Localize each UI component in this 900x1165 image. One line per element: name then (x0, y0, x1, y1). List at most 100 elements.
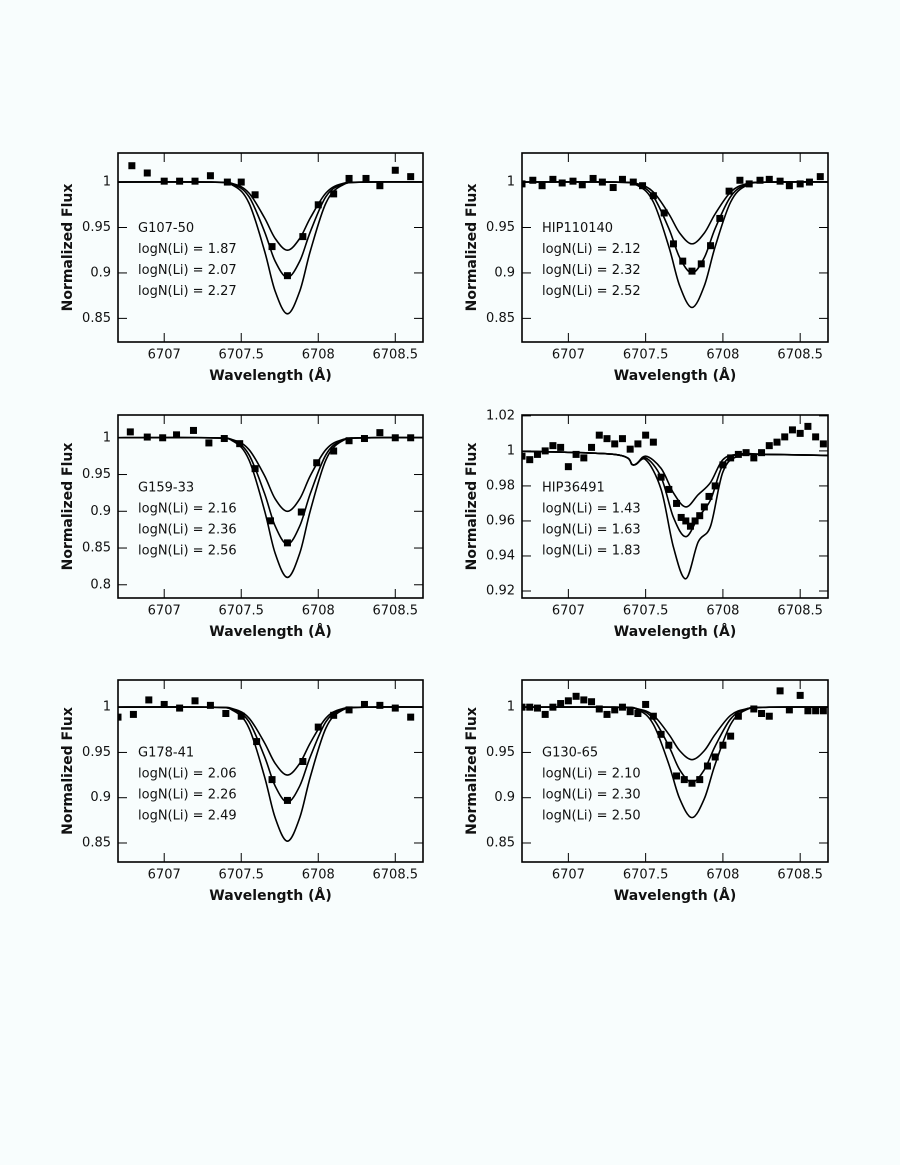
plot-area (522, 422, 828, 580)
data-point (376, 701, 384, 709)
frame (521, 679, 829, 863)
data-point (634, 710, 642, 718)
y-tick-label: 1 (103, 175, 111, 190)
data-point (589, 174, 597, 182)
data-point (680, 776, 688, 784)
frame (117, 679, 424, 863)
x-tick-label: 6707.5 (218, 348, 264, 363)
model-line (118, 436, 423, 513)
model-label: logN(Li) = 2.07 (138, 263, 237, 278)
data-point (529, 176, 537, 184)
data-point (696, 512, 704, 520)
data-point (727, 454, 735, 462)
data-point (330, 447, 338, 455)
data-point (707, 242, 715, 250)
x-tick-label: 6707.5 (623, 348, 669, 363)
plot-area (118, 696, 423, 842)
plot-area (522, 687, 828, 819)
data-point (742, 449, 750, 457)
data-point (642, 431, 650, 439)
data-point (345, 174, 353, 182)
data-point (745, 180, 753, 188)
data-point (533, 450, 541, 458)
data-point (533, 704, 541, 712)
y-tick-label: 0.85 (486, 311, 515, 326)
data-point (118, 713, 122, 721)
y-tick-label: 0.8 (90, 577, 111, 592)
data-point (572, 450, 580, 458)
y-axis-label: Normalized Flux (464, 707, 480, 835)
x-tick-label: 6708 (706, 868, 739, 883)
data-point (129, 710, 137, 718)
data-point (126, 428, 134, 436)
model-label: logN(Li) = 1.87 (138, 242, 237, 257)
x-tick-label: 6707 (552, 348, 585, 363)
data-point (588, 698, 596, 706)
model-label: logN(Li) = 2.30 (542, 787, 641, 802)
x-tick-label: 6708.5 (777, 348, 823, 363)
data-point (804, 707, 812, 715)
data-point (657, 730, 665, 738)
data-point (719, 741, 727, 749)
data-point (758, 449, 766, 457)
data-point (679, 257, 687, 265)
data-point (549, 703, 557, 711)
data-point (649, 712, 657, 720)
data-point (391, 704, 399, 712)
data-point (686, 522, 694, 530)
x-tick-label: 6707 (552, 868, 585, 883)
data-point (191, 697, 199, 705)
data-point (362, 174, 370, 182)
model-line (118, 181, 423, 315)
y-tick-label: 0.85 (82, 835, 111, 850)
data-point (283, 272, 291, 280)
data-point (268, 243, 276, 251)
x-tick-label: 6708.5 (373, 868, 419, 883)
data-point (691, 517, 699, 525)
model-label: logN(Li) = 2.16 (138, 502, 237, 517)
y-tick-label: 1 (507, 443, 515, 458)
data-point (572, 692, 580, 700)
plot-area (118, 426, 423, 579)
y-tick-label: 0.96 (486, 513, 515, 528)
data-point (173, 431, 181, 439)
data-point (345, 437, 353, 445)
y-axis-label: Normalized Flux (464, 443, 480, 571)
y-tick-label: 1 (507, 700, 515, 715)
data-point (734, 450, 742, 458)
frame (521, 152, 829, 343)
data-point (549, 442, 557, 450)
model-label: logN(Li) = 2.49 (138, 808, 237, 823)
star-name: G130-65 (542, 745, 598, 760)
data-point (223, 178, 231, 186)
model-label: logN(Li) = 2.12 (542, 242, 641, 257)
x-tick-label: 6708.5 (373, 348, 419, 363)
data-point (283, 796, 291, 804)
data-point (376, 182, 384, 190)
x-tick-label: 6708 (706, 604, 739, 619)
star-name: G159-33 (138, 481, 194, 496)
data-point (160, 177, 168, 185)
data-point (407, 173, 415, 181)
data-point (268, 776, 276, 784)
data-point (189, 426, 197, 434)
model-label: logN(Li) = 2.52 (542, 284, 641, 299)
data-point (236, 440, 244, 448)
star-name: G107-50 (138, 221, 194, 236)
x-tick-label: 6708 (302, 868, 335, 883)
data-point (788, 426, 796, 434)
data-point (816, 173, 824, 181)
plot-area (522, 173, 828, 309)
data-point (360, 435, 368, 443)
data-point (206, 701, 214, 709)
y-axis-label: Normalized Flux (60, 707, 76, 835)
data-point (665, 741, 673, 749)
x-axis-label: Wavelength (Å) (209, 623, 331, 640)
data-point (160, 700, 168, 708)
data-point (299, 233, 307, 241)
y-tick-label: 1.02 (486, 408, 515, 423)
x-axis-label: Wavelength (Å) (614, 887, 736, 904)
data-point (781, 433, 789, 441)
x-tick-label: 6707.5 (623, 604, 669, 619)
x-tick-label: 6707.5 (218, 868, 264, 883)
